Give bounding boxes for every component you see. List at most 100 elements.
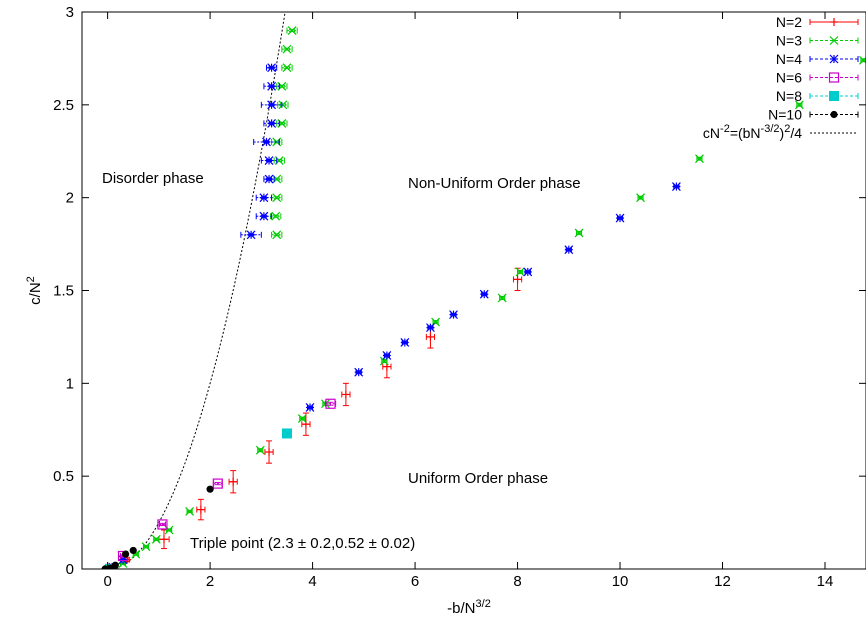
marker-circle-filled xyxy=(129,546,137,555)
data-point xyxy=(260,156,278,165)
legend-label: N=4 xyxy=(776,51,802,67)
data-point xyxy=(301,412,311,436)
data-point xyxy=(263,81,280,91)
data-point xyxy=(240,230,262,240)
data-point xyxy=(859,55,866,65)
marker-star-b xyxy=(382,351,392,360)
marker-x-b xyxy=(574,228,584,238)
data-point xyxy=(253,137,280,147)
data-point xyxy=(265,63,278,73)
marker-x-b xyxy=(297,414,307,424)
x-tick-label: 14 xyxy=(817,573,834,590)
annotation-nonuniform-phase: Non-Uniform Order phase xyxy=(408,175,581,192)
marker-star-b xyxy=(523,267,533,277)
data-point xyxy=(270,211,282,221)
data-point xyxy=(185,507,195,516)
marker-star-b xyxy=(262,137,271,147)
marker-x-b xyxy=(695,154,704,164)
data-point xyxy=(281,63,293,73)
marker-star-b xyxy=(259,211,269,221)
x-tick-label: 4 xyxy=(308,573,316,590)
y-tick-label: 2 xyxy=(66,190,74,207)
x-axis-title: -b/N3/2 xyxy=(447,598,491,617)
series-n-10 xyxy=(101,485,214,569)
curve-label-sup: -2 xyxy=(720,123,730,135)
legend-label: N=10 xyxy=(768,107,802,123)
marker-x-b xyxy=(497,293,507,303)
marker-circle-filled xyxy=(206,485,214,493)
legend-item-n-3: N=3 xyxy=(776,33,859,49)
x-tick-label: 6 xyxy=(411,573,419,590)
marker-star-b xyxy=(479,289,489,299)
marker-x-b xyxy=(271,211,281,221)
data-point xyxy=(111,561,119,569)
legend-label: N=3 xyxy=(776,33,802,49)
data-point xyxy=(615,213,625,223)
marker-star-b xyxy=(264,156,274,165)
plot-area xyxy=(101,12,866,569)
data-point xyxy=(255,193,273,203)
series-n-3 xyxy=(104,26,866,569)
marker-x-b xyxy=(131,549,141,559)
legend-item-n-8: N=8 xyxy=(776,88,859,104)
legend-item-curve: cN-2=(bN-3/2)2/4 xyxy=(703,123,858,141)
marker-x-b xyxy=(272,193,282,203)
x-tick-label: 12 xyxy=(714,573,731,590)
legend-curve-label: cN-2=(bN-3/2)2/4 xyxy=(703,123,802,141)
data-point xyxy=(281,44,293,54)
marker-star-b xyxy=(449,310,458,320)
marker-x-b xyxy=(282,63,292,73)
marker-square-filled xyxy=(281,428,292,439)
legend-item-n-10: N=10 xyxy=(768,107,859,123)
data-point xyxy=(523,267,533,277)
data-point xyxy=(400,338,410,347)
legend-label: N=2 xyxy=(776,14,802,30)
marker-x-b xyxy=(255,445,265,455)
data-point xyxy=(228,470,238,494)
data-point xyxy=(281,428,292,439)
curve-label-part: /4 xyxy=(790,125,802,141)
curve-label-part: ) xyxy=(780,125,785,141)
data-point xyxy=(382,351,392,360)
data-point xyxy=(264,440,274,464)
data-point xyxy=(260,100,283,110)
marker-x-b xyxy=(282,44,292,54)
y-tick-label: 1 xyxy=(66,375,74,392)
x-tick-label: 2 xyxy=(206,573,214,590)
marker-star-b xyxy=(267,118,277,128)
marker-x-b xyxy=(185,507,195,516)
marker-star-b xyxy=(354,367,364,377)
x-tick-label: 8 xyxy=(513,573,521,590)
data-point xyxy=(564,245,574,255)
curve-label-sup: -3/2 xyxy=(761,123,780,135)
marker-star-b xyxy=(400,338,410,347)
data-point xyxy=(695,154,704,164)
annotations: Disorder phase Non-Uniform Order phase Uni… xyxy=(102,170,581,552)
marker-star-b xyxy=(267,81,277,91)
marker-star-b xyxy=(267,100,277,110)
annotation-triple-point: Triple point (2.3 ± 0.2,0.52 ± 0.02) xyxy=(190,535,415,552)
data-point xyxy=(426,323,435,333)
marker-star-b xyxy=(246,230,256,240)
data-point xyxy=(297,414,307,424)
marker-x-b xyxy=(287,26,297,35)
marker-x-b xyxy=(515,267,525,277)
legend-item-n-4: N=4 xyxy=(776,51,859,67)
marker-x-b xyxy=(636,193,645,203)
marker-star-b xyxy=(267,63,277,73)
curve-label-part: =(bN xyxy=(730,125,761,141)
data-point xyxy=(794,100,804,110)
data-point xyxy=(263,118,280,128)
legend-label: N=6 xyxy=(776,70,802,86)
marker-x-b xyxy=(794,100,804,110)
data-point xyxy=(341,382,351,407)
y-tick-label: 3 xyxy=(66,4,74,21)
marker-star-b xyxy=(305,403,315,412)
data-point xyxy=(206,485,214,493)
x-tick-label: 0 xyxy=(103,573,111,590)
marker-square-filled xyxy=(829,91,839,101)
data-point xyxy=(157,519,168,530)
marker-star-b xyxy=(426,323,435,333)
